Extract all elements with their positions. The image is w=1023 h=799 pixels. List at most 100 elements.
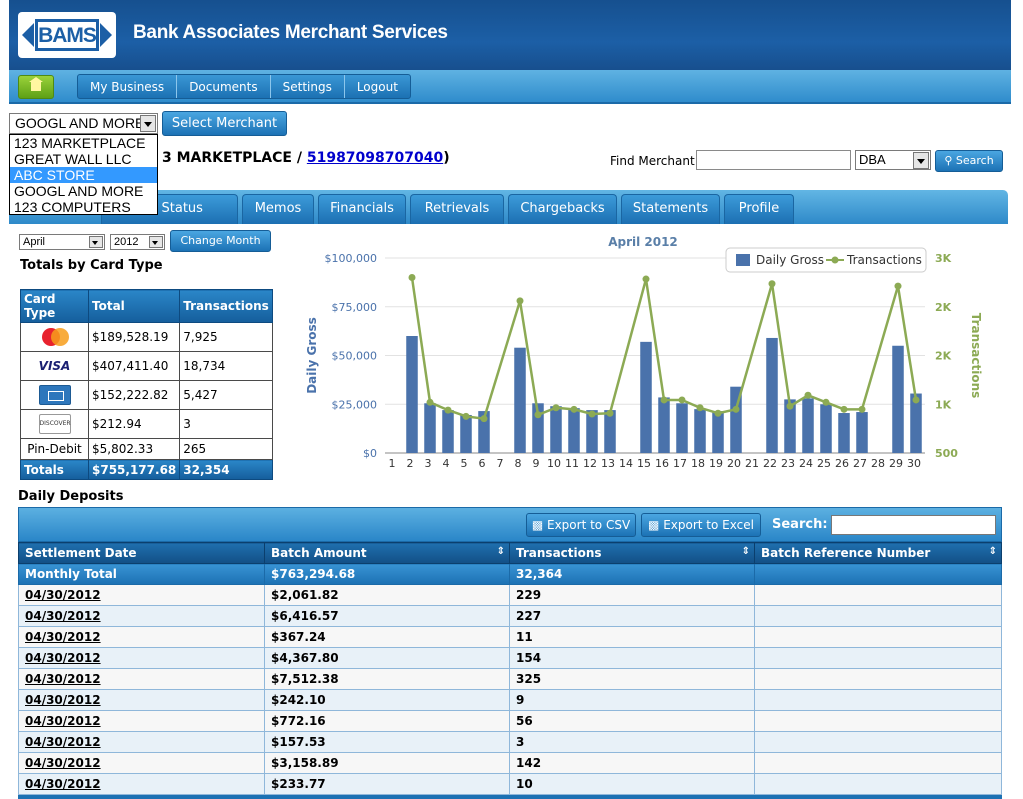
tab-financials[interactable]: Financials xyxy=(318,194,406,224)
bar-daily-gross xyxy=(514,347,526,453)
merchant-option[interactable]: GREAT WALL LLC xyxy=(14,151,132,167)
column-header-transactions[interactable]: Transactions ⇕ xyxy=(509,542,755,564)
bams-logo[interactable]: BAMS xyxy=(18,12,116,58)
settlement-date-link[interactable]: 04/30/2012 xyxy=(25,756,101,770)
y2-axis-label: Transactions xyxy=(969,313,983,399)
batch-amount-cell: $157.53 xyxy=(264,731,510,753)
x-tick-label: 6 xyxy=(479,457,486,470)
column-header-label: Batch Amount xyxy=(271,546,367,560)
column-header-batch-amount[interactable]: Batch Amount ⇕ xyxy=(264,542,510,564)
settlement-date-link[interactable]: 04/30/2012 xyxy=(25,693,101,707)
settlement-date-link[interactable]: 04/30/2012 xyxy=(25,777,101,791)
logo-left-arrow xyxy=(22,23,34,47)
logo-text: BAMS xyxy=(35,19,99,51)
card-type-cell xyxy=(20,380,89,410)
table-row: 04/30/2012 $4,367.80 154 xyxy=(18,647,1002,669)
nav-logout[interactable]: Logout xyxy=(356,80,398,94)
batch-amount-cell: $2,061.82 xyxy=(264,584,510,606)
settlement-date-link[interactable]: 04/30/2012 xyxy=(25,588,101,602)
find-merchant-search-button[interactable]: ⚲ Search xyxy=(935,150,1003,172)
x-tick-label: 5 xyxy=(461,457,468,470)
batch-amount-cell: $233.77 xyxy=(264,773,510,795)
settlement-date-link[interactable]: 04/30/2012 xyxy=(25,609,101,623)
year-select[interactable]: 2012 xyxy=(110,234,165,250)
y-tick-label: $75,000 xyxy=(332,301,378,314)
settlement-date-link[interactable]: 04/30/2012 xyxy=(25,735,101,749)
batch-amount-cell: $367.24 xyxy=(264,626,510,648)
transactions-cell: 229 xyxy=(509,584,755,606)
x-tick-label: 2 xyxy=(407,457,414,470)
legend-label-transactions: Transactions xyxy=(846,253,922,267)
transactions-cell: 3 xyxy=(509,731,755,753)
nav-my-business[interactable]: My Business xyxy=(78,75,178,98)
export-excel-button[interactable]: ▩ Export to Excel xyxy=(641,513,761,537)
point-transactions xyxy=(714,409,722,417)
totals-transactions: 32,354 xyxy=(179,459,273,480)
find-type-select[interactable]: DBA xyxy=(855,150,931,170)
tab-memos[interactable]: Memos xyxy=(242,194,314,224)
monthly-total-amount: $763,294.68 xyxy=(264,563,510,585)
merchant-option[interactable]: GOOGL AND MORE xyxy=(14,183,144,199)
line-segment-transactions xyxy=(734,283,774,410)
month-select[interactable]: April xyxy=(19,234,105,250)
merchant-option[interactable]: 123 MARKETPLACE xyxy=(14,135,146,151)
column-header: Total xyxy=(87,289,181,323)
x-tick-label: 9 xyxy=(533,457,540,470)
tab-profile[interactable]: Profile xyxy=(724,194,794,224)
point-transactions xyxy=(462,412,470,420)
chevron-down-icon[interactable] xyxy=(913,152,929,169)
column-header-settlement-date[interactable]: Settlement Date xyxy=(18,542,265,564)
column-header-batch-reference[interactable]: Batch Reference Number ⇕ xyxy=(754,542,1002,564)
legend-label-daily-gross: Daily Gross xyxy=(756,253,824,267)
bar-daily-gross xyxy=(604,410,616,453)
x-tick-label: 13 xyxy=(601,457,615,470)
table-row: DISCOVER $212.94 3 xyxy=(20,409,273,439)
batch-amount-cell: $3,158.89 xyxy=(264,752,510,774)
sort-icon[interactable]: ⇕ xyxy=(988,546,997,557)
point-transactions xyxy=(804,391,812,399)
merchant-option[interactable]: 123 COMPUTERS xyxy=(14,199,131,215)
settlement-date-cell: 04/30/2012 xyxy=(18,731,265,753)
legend-marker-transactions xyxy=(831,256,839,264)
tab-retrievals[interactable]: Retrievals xyxy=(410,194,504,224)
home-button[interactable] xyxy=(18,75,54,99)
x-tick-label: 7 xyxy=(497,457,504,470)
card-total: $152,222.82 xyxy=(87,380,181,410)
bar-daily-gross xyxy=(532,403,544,453)
merchant-title-suffix: ) xyxy=(443,150,450,166)
card-type-cell xyxy=(20,322,89,352)
merchant-id-link[interactable]: 51987098707040 xyxy=(306,150,444,166)
change-month-button[interactable]: Change Month xyxy=(170,230,271,252)
merchant-select-value: GOOGL AND MORE xyxy=(15,115,145,131)
line-segment-transactions xyxy=(860,285,900,410)
merchant-option-highlighted[interactable]: ABC STORE xyxy=(10,167,157,183)
sort-icon[interactable]: ⇕ xyxy=(496,546,505,557)
merchant-select[interactable]: GOOGL AND MORE xyxy=(9,113,158,134)
settlement-date-link[interactable]: 04/30/2012 xyxy=(25,651,101,665)
select-merchant-button[interactable]: Select Merchant xyxy=(162,111,287,136)
x-tick-label: 11 xyxy=(565,457,579,470)
chevron-down-icon[interactable] xyxy=(140,115,156,132)
line-segment-transactions xyxy=(410,277,432,403)
column-header-label: Settlement Date xyxy=(25,546,137,560)
main-nav: My Business Documents Settings Logout xyxy=(9,70,1011,104)
nav-settings[interactable]: Settings xyxy=(271,75,345,98)
bar-daily-gross xyxy=(820,404,832,453)
batch-reference-cell xyxy=(754,689,1002,711)
tab-chargebacks[interactable]: Chargebacks xyxy=(508,194,617,224)
table-row: Pin-Debit $5,802.33 265 xyxy=(20,438,273,460)
table-search-input[interactable] xyxy=(831,515,996,535)
chevron-down-icon[interactable] xyxy=(89,236,103,248)
sort-icon[interactable]: ⇕ xyxy=(741,546,750,557)
save-icon: ▩ xyxy=(531,518,544,532)
point-transactions xyxy=(426,398,434,406)
settlement-date-link[interactable]: 04/30/2012 xyxy=(25,630,101,644)
settlement-date-link[interactable]: 04/30/2012 xyxy=(25,672,101,686)
chevron-down-icon[interactable] xyxy=(149,236,163,248)
settlement-date-link[interactable]: 04/30/2012 xyxy=(25,714,101,728)
batch-reference-cell xyxy=(754,584,1002,606)
tab-statements[interactable]: Statements xyxy=(621,194,720,224)
nav-documents[interactable]: Documents xyxy=(177,75,271,98)
export-csv-button[interactable]: ▩ Export to CSV xyxy=(526,513,636,537)
find-merchant-input[interactable] xyxy=(696,150,851,170)
